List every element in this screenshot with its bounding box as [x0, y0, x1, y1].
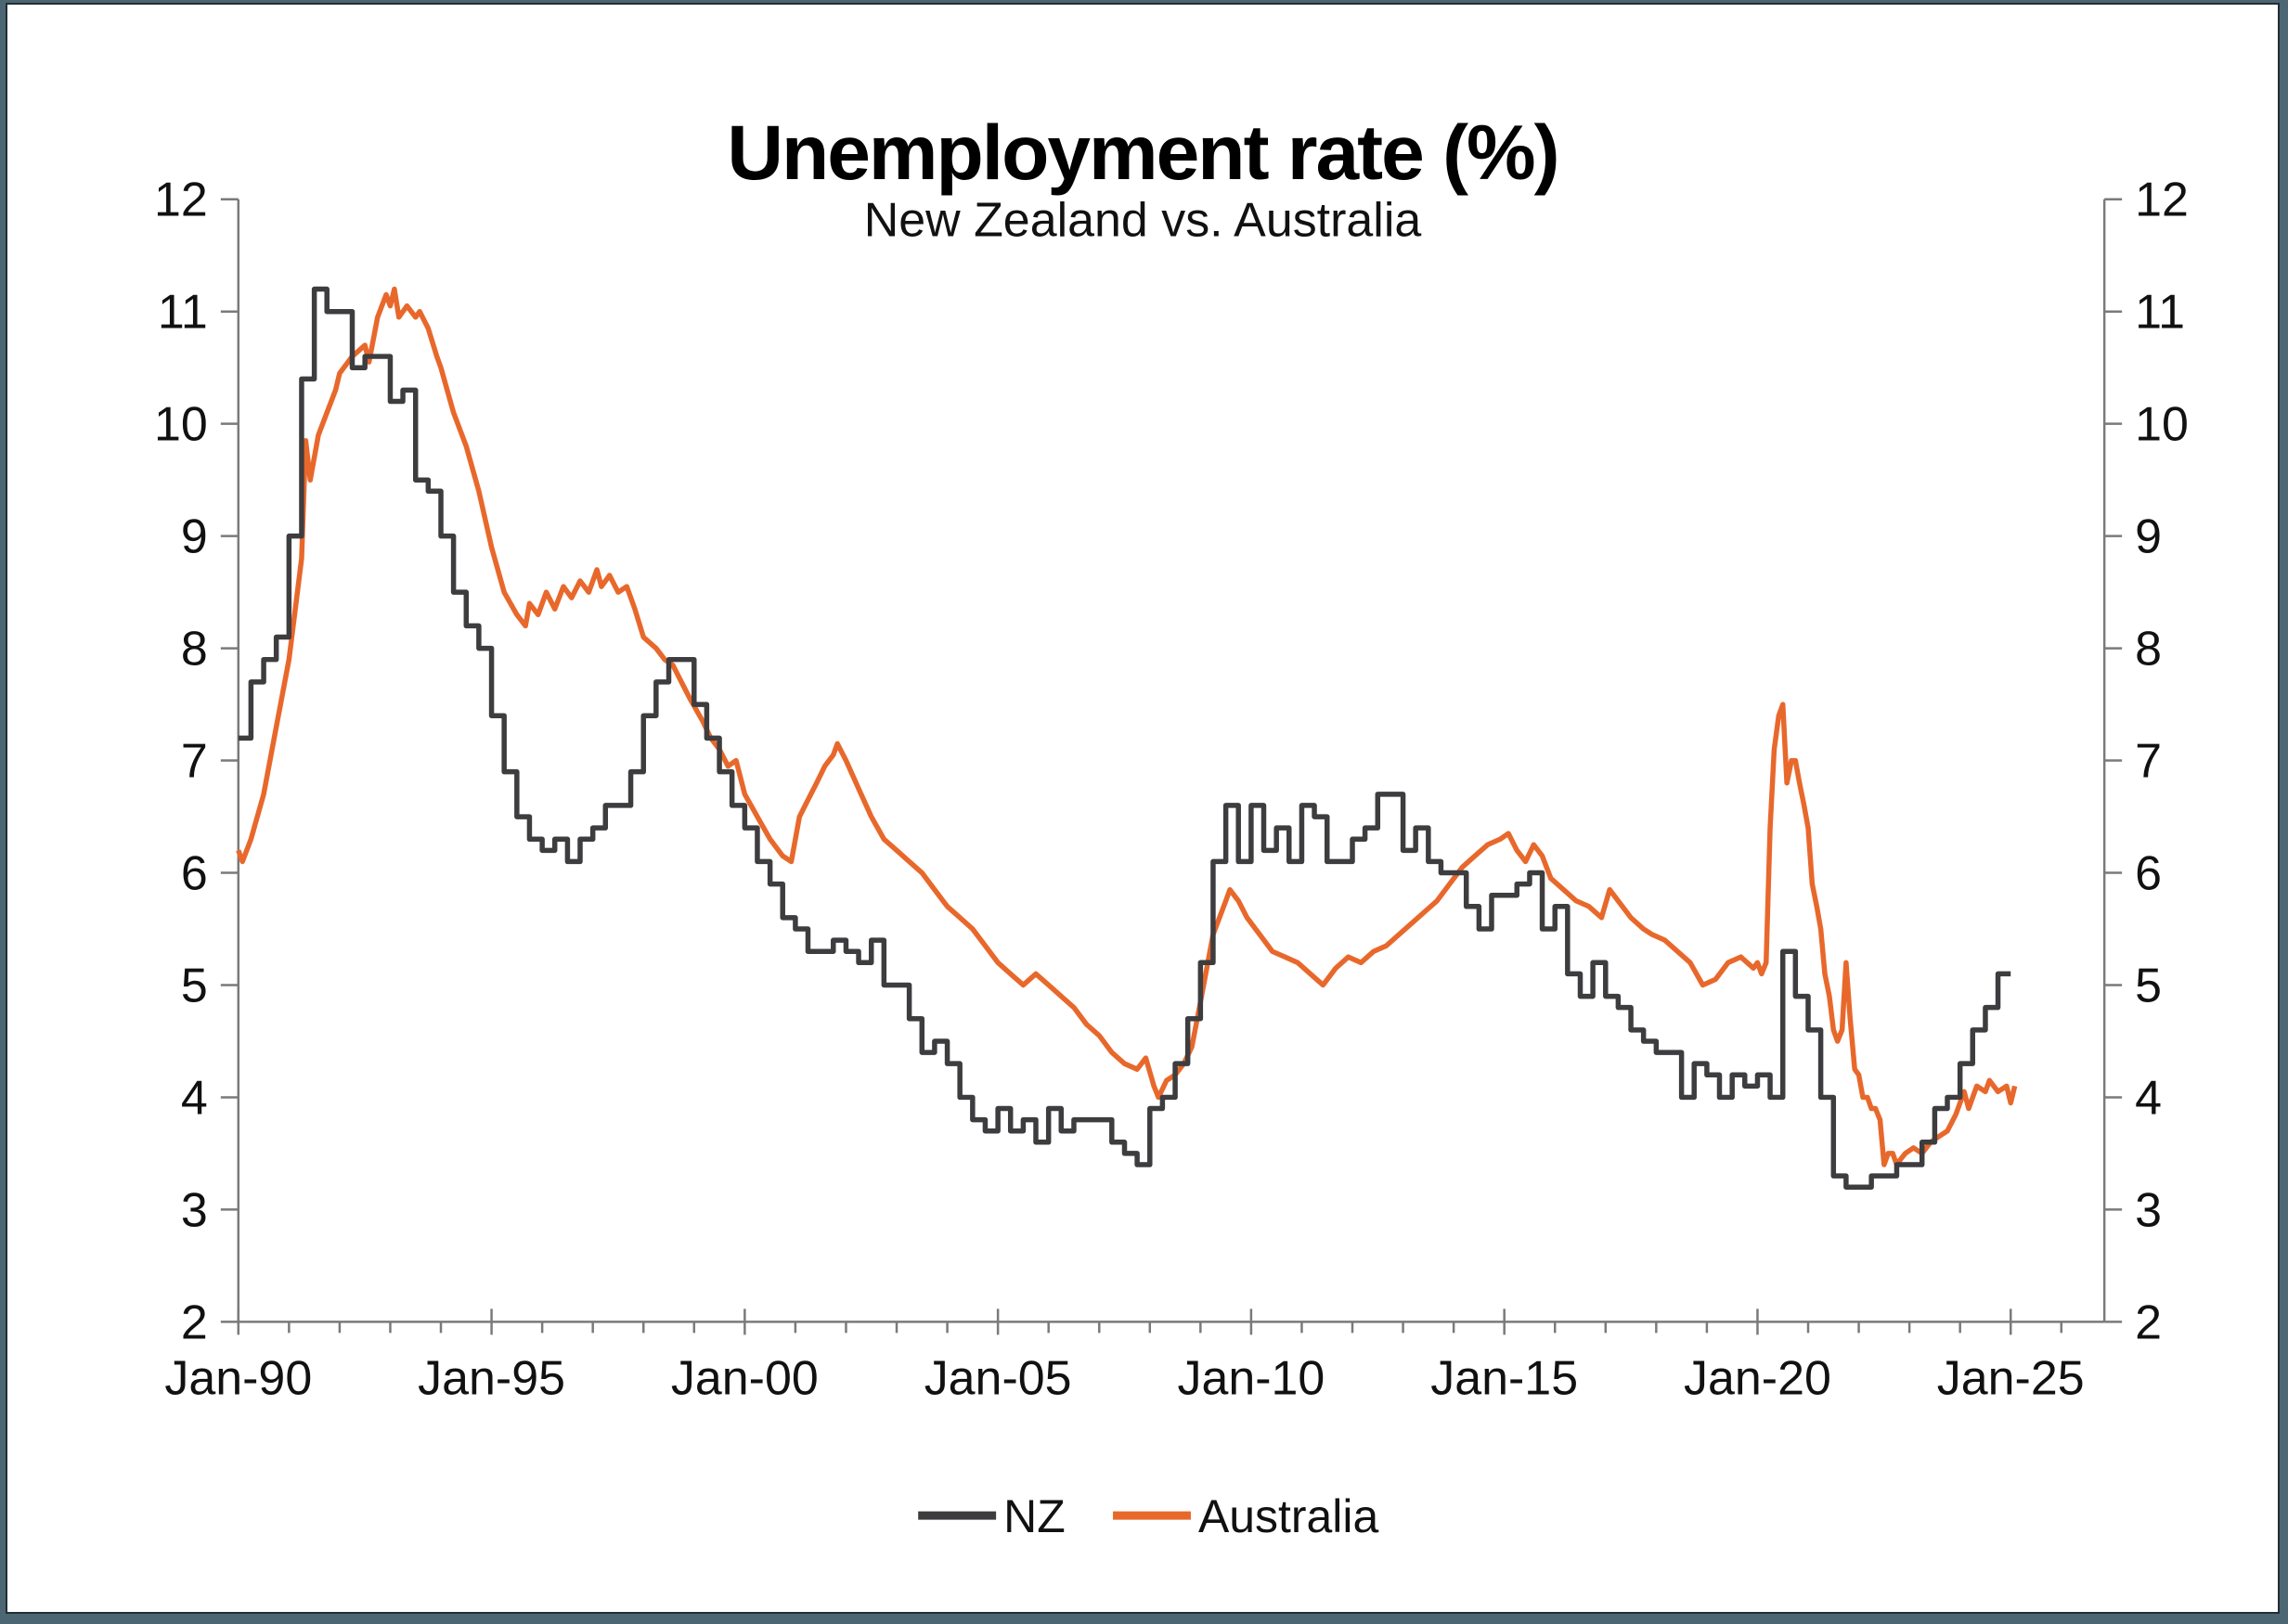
chart-subtitle: New Zealand vs. Australia — [864, 194, 1422, 248]
y-tick-label-left: 6 — [181, 847, 208, 901]
x-tick-label: Jan-05 — [924, 1351, 1072, 1405]
y-tick-label-right: 8 — [2135, 623, 2162, 677]
y-tick-label-right: 5 — [2135, 959, 2162, 1012]
x-tick-label: Jan-25 — [1937, 1351, 2085, 1405]
australia-series-line — [236, 286, 2018, 1167]
x-tick-label: Jan-90 — [164, 1351, 312, 1405]
y-tick-label-right: 12 — [2135, 174, 2189, 227]
y-tick-label-right: 6 — [2135, 847, 2162, 901]
y-tick-label-right: 7 — [2135, 735, 2162, 789]
y-axis-left-ticks: 2 3 4 5 6 7 8 9 10 11 12 — [154, 174, 239, 1349]
y-tick-label-left: 10 — [154, 398, 208, 452]
y-tick-label-left: 2 — [181, 1295, 208, 1349]
x-tick-label: Jan-20 — [1684, 1351, 1831, 1405]
x-axis-ticks: Jan-90 Jan-95 Jan-00 Jan-05 Jan-10 Jan-15 Jan-… — [164, 1308, 2085, 1405]
nz-series-line — [238, 286, 2011, 1190]
y-tick-label-left: 11 — [158, 286, 208, 340]
chart-card: Unemployment rate (%) New Zealand vs. Au… — [6, 3, 2280, 1614]
y-tick-label-left: 4 — [181, 1071, 208, 1125]
y-tick-label-right: 3 — [2135, 1183, 2162, 1237]
x-tick-label: Jan-95 — [418, 1351, 565, 1405]
y-tick-label-right: 11 — [2135, 286, 2185, 340]
nz-legend-label: NZ — [1003, 1490, 1066, 1542]
y-tick-label-left: 7 — [181, 735, 208, 789]
y-tick-label-left: 5 — [181, 959, 208, 1012]
x-tick-label: Jan-10 — [1177, 1351, 1325, 1405]
y-tick-label-right: 2 — [2135, 1295, 2162, 1349]
legend: NZ Australia — [918, 1490, 1378, 1542]
y-tick-label-left: 8 — [181, 623, 208, 677]
page-title: Unemployment rate (%) — [727, 109, 1558, 196]
unemployment-chart: Unemployment rate (%) New Zealand vs. Au… — [154, 109, 2189, 1542]
y-tick-label-left: 9 — [181, 510, 208, 564]
x-tick-label: Jan-00 — [671, 1351, 819, 1405]
y-tick-label-right: 4 — [2135, 1071, 2162, 1125]
x-tick-label: Jan-15 — [1430, 1351, 1578, 1405]
y-tick-label-left: 3 — [181, 1183, 208, 1237]
y-tick-label-left: 12 — [154, 174, 208, 227]
australia-legend-label: Australia — [1198, 1490, 1379, 1542]
y-tick-label-right: 9 — [2135, 510, 2162, 564]
y-axis-right-ticks: 2 3 4 5 6 7 8 9 10 11 12 — [2104, 174, 2189, 1349]
axes — [237, 199, 2106, 1323]
y-tick-label-right: 10 — [2135, 398, 2189, 452]
